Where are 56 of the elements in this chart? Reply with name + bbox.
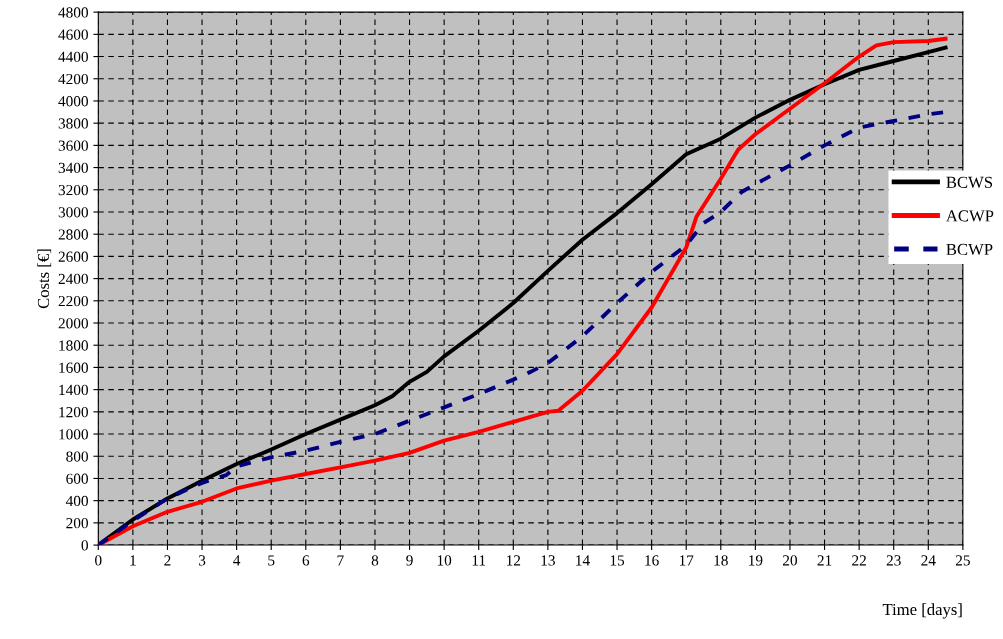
x-tick-label: 20 <box>782 555 798 566</box>
y-tick-label: 4000 <box>58 96 88 107</box>
x-tick-label: 9 <box>406 555 413 566</box>
x-tick-label: 8 <box>371 555 379 566</box>
y-tick-label: 1800 <box>59 340 88 351</box>
x-tick-label: 24 <box>921 555 936 566</box>
y-tick-label: 1400 <box>59 384 88 396</box>
y-tick-label: 1000 <box>59 429 88 440</box>
y-tick-label: 4400 <box>58 51 88 62</box>
x-tick-label: 5 <box>268 555 275 566</box>
x-tick-label: 14 <box>576 555 590 566</box>
x-tick-label: 25 <box>955 555 970 566</box>
x-tick-label: 16 <box>645 555 659 566</box>
x-tick-label: 21 <box>817 555 832 566</box>
legend-label: BCWS <box>946 176 993 189</box>
x-tick-label: 19 <box>749 555 763 566</box>
y-tick-label: 3000 <box>58 207 88 218</box>
x-tick-label: 3 <box>198 555 206 566</box>
y-tick-label: 1200 <box>59 406 88 418</box>
y-tick-label: 3400 <box>58 162 88 174</box>
x-tick-label: 17 <box>679 555 694 566</box>
y-tick-label: 2200 <box>58 295 88 307</box>
y-tick-label: 600 <box>66 473 88 484</box>
x-tick-label: 23 <box>886 555 901 566</box>
y-axis-title: Costs [€] <box>37 249 52 309</box>
x-tick-label: 2 <box>164 555 171 566</box>
x-tick-label: 1 <box>130 555 136 566</box>
x-tick-label: 11 <box>472 555 486 566</box>
x-tick-label: 6 <box>302 555 310 566</box>
x-tick-label: 0 <box>95 555 102 566</box>
legend-label: BCWP <box>946 243 993 256</box>
x-tick-label: 7 <box>337 555 344 566</box>
y-tick-label: 3800 <box>58 118 88 129</box>
y-tick-label: 4800 <box>58 7 88 18</box>
y-tick-label: 2800 <box>58 229 88 240</box>
x-axis-title: Time [days] <box>882 603 962 619</box>
x-tick-label: 15 <box>610 555 625 566</box>
y-tick-label: 2000 <box>58 318 88 329</box>
y-tick-label: 800 <box>66 451 88 462</box>
x-tick-label: 12 <box>507 555 521 566</box>
y-tick-label: 2600 <box>58 251 88 262</box>
x-tick-label: 22 <box>852 555 866 566</box>
y-tick-label: 0 <box>81 540 88 551</box>
y-tick-label: 1600 <box>59 362 88 373</box>
y-tick-label: 3600 <box>58 140 88 151</box>
y-tick-label: 200 <box>66 518 88 529</box>
y-tick-label: 400 <box>65 495 88 507</box>
y-tick-label: 2400 <box>58 273 88 285</box>
x-tick-label: 10 <box>437 555 452 566</box>
x-tick-label: 13 <box>541 555 555 566</box>
y-tick-label: 4200 <box>58 73 88 85</box>
x-tick-label: 4 <box>233 555 241 566</box>
y-tick-label: 4600 <box>58 29 88 40</box>
y-tick-label: 3200 <box>58 184 88 196</box>
x-tick-label: 18 <box>714 555 728 566</box>
legend-label: ACWP <box>946 210 994 222</box>
